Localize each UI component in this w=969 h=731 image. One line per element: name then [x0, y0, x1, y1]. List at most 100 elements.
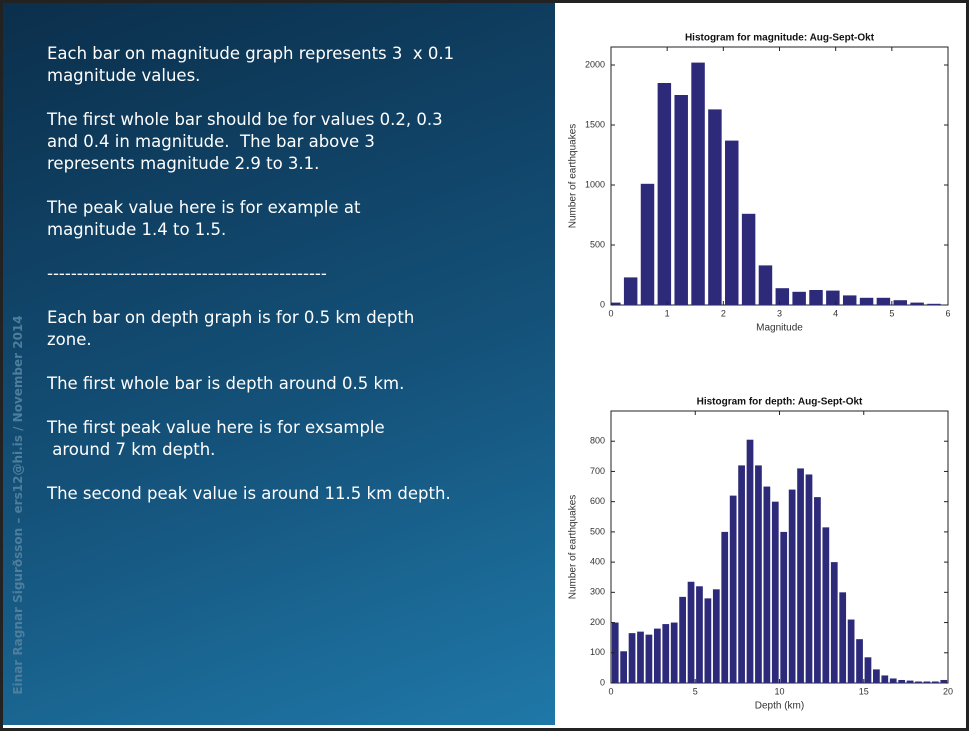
x-tick-label: 4 — [833, 308, 838, 318]
paragraph: The first whole bar should be for values… — [47, 109, 547, 175]
bar — [620, 651, 628, 683]
y-axis-label: Number of earthquakes — [568, 124, 579, 229]
bar — [788, 489, 796, 683]
bar — [611, 622, 619, 683]
bar — [674, 95, 688, 305]
bar — [830, 562, 838, 683]
y-tick-label: 0 — [600, 299, 605, 309]
bar — [898, 679, 906, 683]
y-tick-label: 0 — [600, 677, 605, 687]
paragraph: The first whole bar is depth around 0.5 … — [47, 373, 547, 395]
bar — [637, 631, 644, 683]
bar — [826, 290, 840, 305]
x-tick-label: 10 — [774, 686, 784, 696]
x-tick-label: 2 — [721, 308, 726, 318]
bar — [738, 465, 745, 683]
bar — [931, 681, 939, 683]
bar — [927, 303, 941, 305]
paragraph: The first peak value here is for exsampl… — [47, 417, 547, 461]
slide-text: Each bar on magnitude graph represents 3… — [47, 43, 547, 527]
x-tick-label: 1 — [665, 308, 670, 318]
text-line: ----------------------------------------… — [47, 264, 327, 283]
paragraph: ----------------------------------------… — [47, 263, 547, 285]
bar — [771, 501, 779, 683]
x-tick-label: 0 — [608, 686, 613, 696]
text-line: Each bar on magnitude graph represents 3… — [47, 44, 455, 63]
bar — [704, 598, 712, 683]
bar — [842, 295, 857, 305]
bar — [809, 290, 823, 305]
bar — [657, 83, 672, 305]
paragraph: Each bar on depth graph is for 0.5 km de… — [47, 307, 547, 351]
bar — [725, 140, 739, 305]
text-line: around 7 km depth. — [47, 440, 216, 459]
bar — [662, 624, 670, 683]
bar — [847, 619, 855, 683]
text-line: The first peak value here is for exsampl… — [47, 418, 385, 437]
text-line: zone. — [47, 330, 92, 349]
bar — [741, 213, 756, 305]
plot-frame — [610, 410, 949, 684]
bar — [721, 531, 729, 683]
y-tick-label: 400 — [590, 556, 605, 566]
bar — [839, 592, 847, 683]
text-line: magnitude values. — [47, 66, 201, 85]
x-tick-label: 6 — [945, 308, 950, 318]
bar — [940, 679, 948, 683]
bar — [763, 486, 771, 683]
bar — [708, 109, 722, 305]
bar — [691, 62, 705, 305]
bar — [792, 291, 806, 305]
paragraph: The peak value here is for example at mag… — [47, 197, 547, 241]
bar — [670, 622, 678, 683]
bar — [729, 495, 737, 683]
bar — [906, 680, 914, 683]
bar — [623, 277, 638, 305]
x-tick-label: 5 — [693, 686, 698, 696]
y-axis-label: Number of earthquakes — [568, 495, 579, 600]
bar — [746, 439, 754, 683]
y-tick-label: 200 — [590, 617, 605, 627]
bar — [628, 633, 636, 683]
x-axis-label: Depth (km) — [755, 701, 804, 712]
bar — [679, 596, 686, 683]
x-tick-label: 3 — [777, 308, 782, 318]
bar — [645, 634, 653, 683]
bar — [893, 300, 907, 305]
paragraph: The second peak value is around 11.5 km … — [47, 483, 547, 505]
text-line: The second peak value is around 11.5 km … — [47, 484, 451, 503]
bar — [873, 669, 880, 683]
bar — [923, 681, 931, 683]
bar — [814, 497, 821, 683]
x-tick-label: 5 — [889, 308, 894, 318]
bar — [758, 265, 773, 305]
bar — [640, 183, 655, 305]
bar — [881, 675, 889, 683]
y-tick-label: 500 — [590, 239, 605, 249]
text-line: magnitude 1.4 to 1.5. — [47, 220, 227, 239]
bar — [915, 681, 922, 683]
bar — [653, 628, 661, 683]
bar — [696, 586, 703, 683]
bar — [687, 581, 695, 683]
y-tick-label: 1000 — [585, 179, 605, 189]
bar — [797, 468, 804, 683]
bar — [864, 657, 872, 683]
x-tick-label: 15 — [859, 686, 869, 696]
bar — [775, 288, 790, 305]
x-axis-label: Magnitude — [756, 323, 803, 334]
y-tick-label: 1500 — [585, 119, 605, 129]
bar — [910, 302, 924, 305]
bars — [611, 439, 948, 683]
y-tick-label: 2000 — [585, 59, 605, 69]
text-line: represents magnitude 2.9 to 3.1. — [47, 154, 320, 173]
bar — [856, 639, 863, 683]
text-line: and 0.4 in magnitude. The bar above 3 — [47, 132, 375, 151]
bar — [889, 678, 897, 683]
paragraph: Each bar on magnitude graph represents 3… — [47, 43, 547, 87]
y-tick-label: 600 — [590, 496, 605, 506]
chart-title: Histogram for depth: Aug-Sept-Okt — [697, 397, 863, 408]
